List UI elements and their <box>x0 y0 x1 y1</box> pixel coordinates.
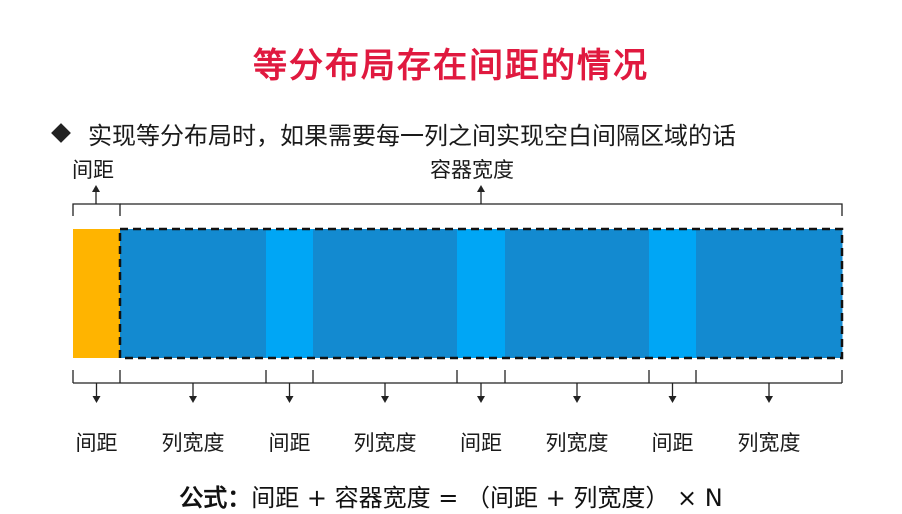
column-block <box>313 229 458 358</box>
container-outline <box>118 227 844 360</box>
segment-label-column: 列宽度 <box>545 431 609 455</box>
outer-gap-block <box>73 229 121 358</box>
bottom-arrows <box>92 383 773 403</box>
column-block <box>696 229 843 358</box>
column-block <box>120 229 267 358</box>
arrow-down-icon <box>573 396 581 403</box>
arrow-down-icon <box>92 396 101 403</box>
bullet-text: 实现等分布局时，如果需要每一列之间实现空白间隔区域的话 <box>88 121 736 150</box>
slide-title: 等分布局存在间距的情况 <box>253 46 649 86</box>
top-label-container-width: 容器宽度 <box>430 158 514 182</box>
inner-gap-block <box>266 229 314 358</box>
bottom-brackets <box>72 370 843 384</box>
inner-gap-block <box>457 229 506 358</box>
segment-label-column: 列宽度 <box>161 431 225 455</box>
arrow-up-icon <box>477 185 485 192</box>
segment-label-gap: 间距 <box>75 431 118 455</box>
segment-label-gap: 间距 <box>268 431 311 455</box>
formula-lead: 公式： <box>179 484 252 512</box>
arrow-down-icon <box>285 396 294 403</box>
segment-label-gap: 间距 <box>651 431 694 455</box>
container-bracket <box>120 203 843 216</box>
formula: 公式：间距 + 容器宽度 = （间距 + 列宽度） × N <box>0 478 902 513</box>
segment-label-column: 列宽度 <box>353 431 417 455</box>
segment-label-gap: 间距 <box>460 431 502 455</box>
arrow-down-icon <box>477 396 485 403</box>
arrow-down-icon <box>189 396 197 403</box>
gap-bracket <box>72 203 121 216</box>
top-brackets <box>72 203 843 216</box>
arrow-up-icon <box>92 185 100 192</box>
arrow-down-icon <box>765 396 773 403</box>
formula-expression: 间距 + 容器宽度 = （间距 + 列宽度） × N <box>251 484 723 512</box>
column-block <box>505 229 650 358</box>
top-label-gap: 间距 <box>72 158 114 182</box>
inner-gap-block <box>649 229 697 358</box>
arrow-down-icon <box>381 396 389 403</box>
top-arrows <box>92 185 485 204</box>
bullet-point: 实现等分布局时，如果需要每一列之间实现空白间隔区域的话 <box>50 113 736 153</box>
segment-label-column: 列宽度 <box>737 431 801 455</box>
arrow-down-icon <box>668 396 677 403</box>
